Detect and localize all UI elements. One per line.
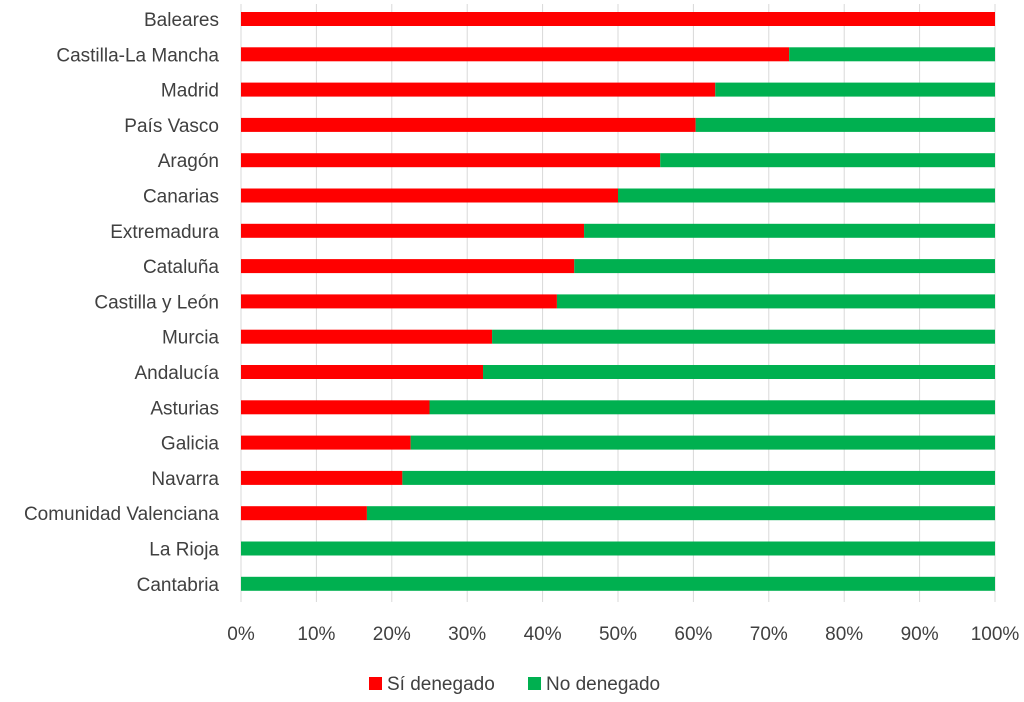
legend: Sí denegado No denegado — [369, 674, 660, 695]
bar-no-denegado — [789, 47, 995, 62]
bar-no-denegado — [366, 506, 996, 521]
category-label: Asturias — [150, 398, 219, 419]
bar-si-denegado — [241, 223, 585, 238]
bar-si-denegado — [241, 188, 618, 203]
category-label: Cantabria — [137, 575, 220, 596]
bar-si-denegado — [241, 400, 430, 415]
category-label: Canarias — [143, 187, 219, 208]
bar-no-denegado — [695, 117, 995, 132]
category-label: Navarra — [151, 469, 219, 490]
bar-no-denegado — [410, 435, 995, 450]
x-axis-tick-labels: 0% 10% 20% 30% 40% 50% 60% 70% 80% 90% 100% — [227, 624, 1019, 645]
bar-si-denegado — [241, 329, 493, 344]
bar-si-denegado — [241, 435, 411, 450]
category-label: Aragón — [158, 151, 219, 172]
bar-si-denegado — [241, 506, 367, 521]
category-label: Comunidad Valenciana — [24, 504, 219, 525]
bar-si-denegado — [241, 47, 790, 62]
bar-no-denegado — [492, 329, 995, 344]
bar-no-denegado — [715, 82, 995, 97]
bar-no-denegado — [429, 400, 995, 415]
x-tick-label: 20% — [373, 624, 411, 645]
bar-si-denegado — [241, 470, 403, 485]
bar-no-denegado — [483, 365, 995, 379]
x-tick-label: 30% — [448, 624, 486, 645]
bar-si-denegado — [241, 259, 575, 274]
category-label: Galicia — [161, 434, 220, 455]
x-tick-label: 60% — [674, 624, 712, 645]
bar-no-denegado — [574, 259, 995, 274]
legend-swatch — [369, 677, 382, 690]
category-label: Castilla-La Mancha — [56, 45, 219, 66]
category-label: Madrid — [161, 81, 219, 102]
bars — [241, 12, 996, 591]
bar-si-denegado — [241, 365, 484, 379]
category-labels: Baleares Castilla-La Mancha Madrid País Vas… — [24, 10, 219, 596]
bar-si-denegado — [241, 153, 661, 168]
category-label: La Rioja — [149, 540, 219, 561]
category-label: Extremadura — [110, 222, 219, 243]
bar-si-denegado — [241, 12, 995, 26]
x-tick-label: 70% — [750, 624, 788, 645]
x-tick-label: 10% — [297, 624, 335, 645]
category-label: Murcia — [162, 328, 219, 349]
bar-no-denegado — [660, 153, 995, 168]
category-label: País Vasco — [124, 116, 219, 137]
x-tick-label: 100% — [971, 624, 1020, 645]
category-label: Castilla y León — [94, 292, 219, 313]
bar-si-denegado — [241, 82, 716, 97]
bar-no-denegado — [241, 541, 995, 556]
legend-label: Sí denegado — [387, 674, 495, 695]
category-label: Andalucía — [134, 363, 219, 384]
x-tick-label: 50% — [599, 624, 637, 645]
category-label: Cataluña — [143, 257, 219, 278]
legend-swatch — [528, 677, 541, 690]
bar-no-denegado — [241, 576, 995, 591]
category-label: Baleares — [144, 10, 219, 31]
legend-label: No denegado — [546, 674, 660, 695]
bar-no-denegado — [618, 188, 995, 203]
bar-si-denegado — [241, 294, 557, 309]
x-tick-label: 80% — [825, 624, 863, 645]
bar-no-denegado — [556, 294, 995, 309]
bar-no-denegado — [402, 470, 996, 485]
bar-no-denegado — [584, 223, 995, 238]
bar-si-denegado — [241, 117, 696, 132]
x-tick-label: 0% — [227, 624, 255, 645]
x-tick-label: 40% — [524, 624, 562, 645]
x-tick-label: 90% — [901, 624, 939, 645]
